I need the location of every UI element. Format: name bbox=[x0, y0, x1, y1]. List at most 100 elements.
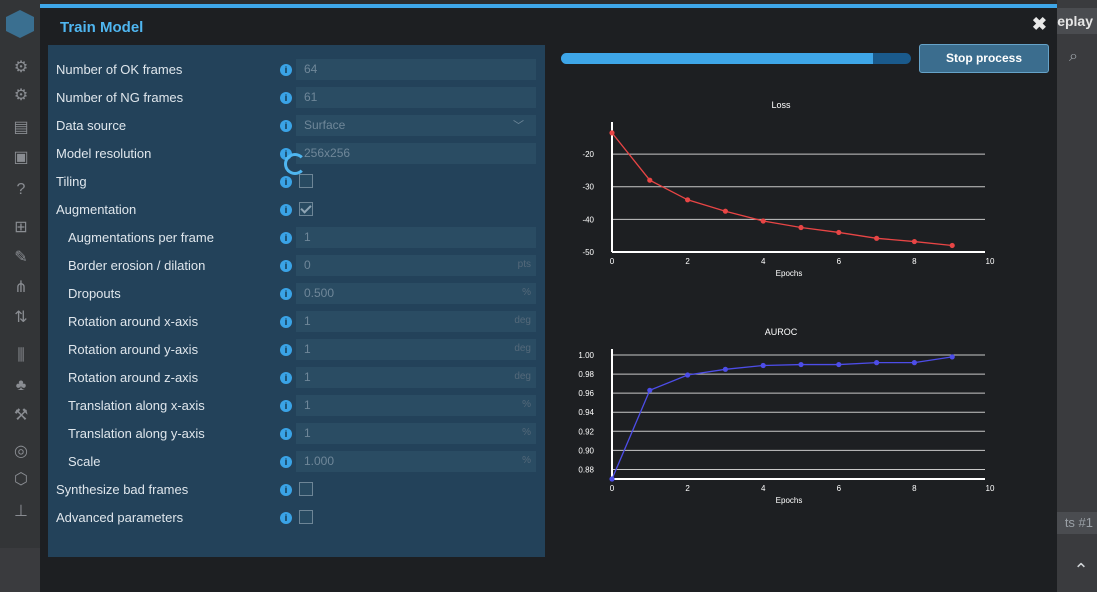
chevron-down-icon: ﹀ bbox=[513, 120, 524, 132]
info-icon[interactable]: i bbox=[280, 512, 292, 524]
toolbox-icon[interactable]: ▣ bbox=[13, 149, 29, 166]
info-icon[interactable]: i bbox=[280, 400, 292, 412]
field-value: 1 bbox=[304, 370, 311, 384]
info-icon[interactable]: i bbox=[280, 260, 292, 272]
info-icon[interactable]: i bbox=[280, 120, 292, 132]
field-value: 1 bbox=[304, 230, 311, 244]
field-label: Border erosion / dilation bbox=[68, 258, 206, 273]
data-point bbox=[798, 361, 804, 368]
document-icon[interactable]: ▤ bbox=[13, 119, 29, 136]
data-point bbox=[722, 366, 728, 372]
draw-icon[interactable]: ✎ bbox=[14, 249, 28, 266]
field-unit: % bbox=[522, 399, 531, 410]
search-icon[interactable]: ⌕ bbox=[1069, 48, 1078, 65]
info-icon[interactable]: i bbox=[280, 484, 292, 496]
info-icon[interactable]: i bbox=[280, 456, 292, 468]
data-point bbox=[874, 360, 880, 366]
input-field[interactable]: 61 bbox=[296, 87, 536, 108]
field-label: Scale bbox=[68, 454, 101, 469]
input-field[interactable]: 1 deg bbox=[296, 367, 536, 388]
info-icon[interactable]: i bbox=[280, 288, 292, 300]
field-value: 1 bbox=[304, 342, 311, 356]
field-label: Model resolution bbox=[56, 146, 152, 161]
input-field[interactable]: 1 bbox=[296, 227, 536, 248]
info-icon[interactable]: i bbox=[280, 372, 292, 384]
field-unit: pts bbox=[517, 259, 531, 270]
data-point bbox=[836, 229, 842, 236]
data-point bbox=[874, 235, 880, 241]
select-field[interactable]: Surface ﹀ bbox=[296, 115, 536, 136]
cube-icon[interactable]: ⬡ bbox=[14, 471, 28, 488]
measure-icon[interactable]: ⫼ bbox=[17, 347, 25, 364]
info-icon[interactable]: i bbox=[280, 316, 292, 328]
train-model-dialog: Train Model ✖ Number of OK frames i 64 Numb… bbox=[40, 4, 1057, 592]
x-tick-label: 10 bbox=[986, 257, 995, 266]
data-point bbox=[911, 238, 917, 245]
field-label: Rotation around y-axis bbox=[68, 342, 199, 357]
input-field[interactable]: 1 deg bbox=[296, 311, 536, 332]
input-field[interactable]: 0 pts bbox=[296, 255, 536, 276]
field-label: Augmentations per frame bbox=[68, 230, 214, 245]
info-icon[interactable]: i bbox=[280, 428, 292, 440]
info-icon[interactable]: i bbox=[280, 64, 292, 76]
form-row: Rotation around y-axis i 1 deg bbox=[48, 339, 545, 361]
gear-icon[interactable]: ⚙ bbox=[13, 87, 29, 104]
field-value: 1.000 bbox=[304, 454, 335, 468]
input-field[interactable]: 1.000% bbox=[296, 451, 536, 472]
field-label: Tiling bbox=[56, 174, 87, 189]
field-unit: deg bbox=[514, 343, 531, 354]
loss-chart: Loss -20 -30 -40 -50 0 2 4 6 8 10 Epochs bbox=[582, 100, 995, 278]
brush-icon[interactable]: ♣ bbox=[15, 377, 27, 394]
y-tick-label: -40 bbox=[582, 215, 594, 224]
workflow-icon[interactable]: ⋔ bbox=[14, 279, 28, 296]
form-row: Border erosion / dilation i 0 pts bbox=[48, 255, 545, 277]
field-unit: % bbox=[522, 427, 531, 438]
stop-process-button[interactable]: Stop process bbox=[919, 44, 1049, 73]
field-label: Synthesize bad frames bbox=[56, 482, 189, 497]
tab-label[interactable]: ts #1 bbox=[1057, 512, 1097, 534]
network-icon[interactable]: ⊞ bbox=[14, 219, 28, 236]
series-line bbox=[611, 132, 953, 247]
info-icon[interactable]: i bbox=[280, 204, 292, 216]
y-tick-label: -50 bbox=[582, 248, 594, 257]
x-tick-label: 0 bbox=[610, 257, 615, 266]
checkbox[interactable] bbox=[299, 202, 313, 216]
form-row: Rotation around z-axis i 1 deg bbox=[48, 367, 545, 389]
checkbox[interactable] bbox=[299, 174, 313, 188]
sphere-icon[interactable]: ◎ bbox=[14, 443, 28, 460]
info-icon[interactable]: i bbox=[280, 232, 292, 244]
y-tick-label: 0.98 bbox=[578, 370, 594, 379]
tool-icon[interactable]: ⚒ bbox=[13, 407, 29, 424]
help-icon[interactable]: ? bbox=[16, 181, 26, 198]
y-tick-label: 0.94 bbox=[578, 408, 594, 417]
x-tick-label: 0 bbox=[610, 484, 615, 493]
form-row: Dropouts i 0.500% bbox=[48, 283, 545, 305]
input-field[interactable]: 64 bbox=[296, 59, 536, 80]
info-icon[interactable]: i bbox=[280, 344, 292, 356]
input-field[interactable]: 1 deg bbox=[296, 339, 536, 360]
checkbox[interactable] bbox=[299, 482, 313, 496]
chevron-up-icon[interactable]: ⌃ bbox=[1073, 560, 1089, 580]
chart-title: AUROC bbox=[765, 327, 798, 337]
input-field[interactable]: 0.500% bbox=[296, 283, 536, 304]
replay-button[interactable]: eplay bbox=[1057, 8, 1097, 34]
checkbox[interactable] bbox=[299, 510, 313, 524]
field-label: Translation along x-axis bbox=[68, 398, 205, 413]
info-icon[interactable]: i bbox=[280, 176, 292, 188]
background-right-panel: eplay ⌕ ts #1 ⌃ bbox=[1057, 0, 1097, 592]
data-point bbox=[685, 372, 691, 378]
data-point bbox=[760, 362, 766, 369]
split-icon[interactable]: ⇅ bbox=[14, 309, 28, 326]
input-field[interactable]: 1% bbox=[296, 395, 536, 416]
data-point bbox=[609, 476, 615, 482]
field-unit: deg bbox=[514, 371, 531, 382]
app-logo-icon bbox=[6, 10, 34, 38]
input-field[interactable]: 256x256 bbox=[296, 143, 536, 164]
close-icon[interactable]: ✖ bbox=[1031, 14, 1047, 34]
input-field[interactable]: 1% bbox=[296, 423, 536, 444]
info-icon[interactable]: i bbox=[280, 92, 292, 104]
form-row: Tiling i bbox=[48, 171, 545, 193]
gears-icon[interactable]: ⚙ bbox=[13, 59, 29, 76]
plug-icon[interactable]: ⊥ bbox=[14, 503, 28, 520]
form-row: Augmentation i bbox=[48, 199, 545, 221]
